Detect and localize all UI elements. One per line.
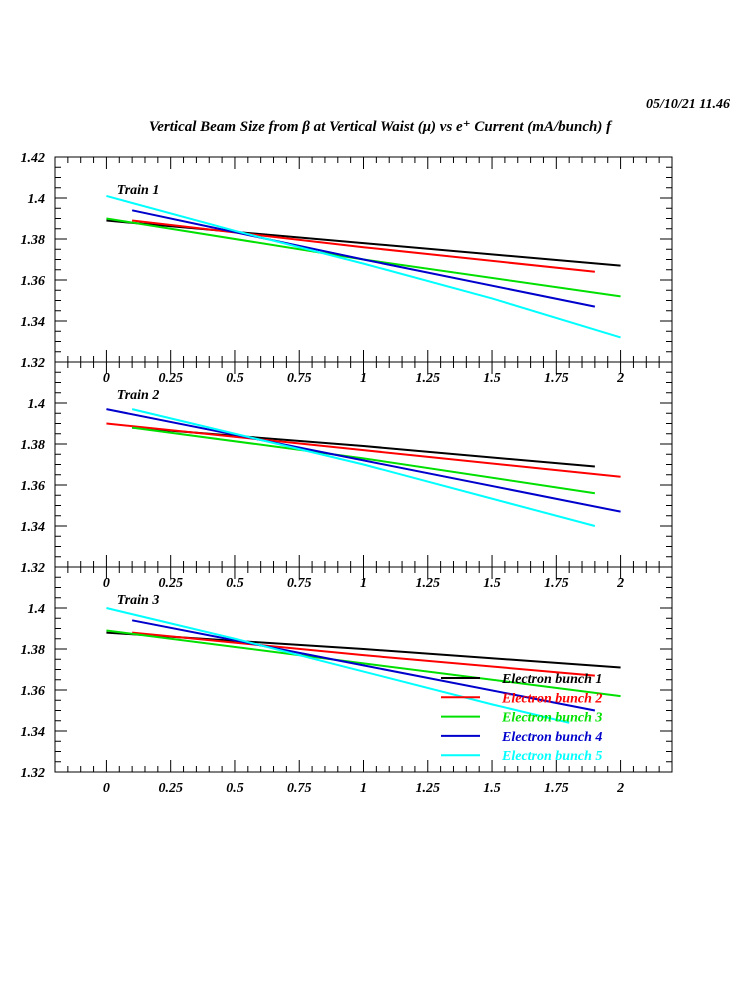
- chart-title: Vertical Beam Size from β at Vertical Wa…: [149, 119, 613, 135]
- series-line-2: [106, 422, 621, 478]
- y-tick-label: 1.4: [28, 397, 46, 412]
- x-tick-label: 1.5: [483, 781, 501, 796]
- x-tick-label: 0: [103, 371, 110, 386]
- x-tick-label: 1.75: [544, 781, 569, 796]
- series-line-5: [131, 408, 596, 527]
- x-tick-label: 1: [360, 576, 367, 591]
- panel-label: Train 3: [117, 593, 160, 608]
- x-tick-label: 0: [103, 781, 110, 796]
- y-tick-label: 1.42: [21, 151, 46, 166]
- timestamp: 05/10/21 11.46: [646, 97, 730, 112]
- legend-label-2: Electron bunch 2: [501, 691, 602, 706]
- series-line-3: [106, 217, 621, 298]
- legend: Electron bunch 1 Electron bunch 2 Electron…: [441, 672, 602, 764]
- panel-3: 1.32 1.34 1.36 1.38 1.4 0 0.25 0.5 0.75 1 1.25 1.5 1…: [21, 566, 673, 796]
- series-line-3: [131, 426, 596, 495]
- series-line-2: [132, 631, 595, 677]
- series-line-4: [106, 408, 621, 513]
- series-line-4: [131, 209, 596, 308]
- y-tick-label: 1.38: [21, 643, 46, 658]
- x-tick-label: 0.25: [158, 781, 183, 796]
- x-tick-label: 1: [360, 781, 367, 796]
- y-tick-label: 1.36: [21, 479, 46, 494]
- y-tick-label: 1.34: [21, 520, 46, 535]
- x-tick-label: 2: [616, 781, 624, 796]
- series-line-5: [106, 607, 570, 724]
- x-tick-label: 2: [616, 576, 624, 591]
- x-tick-label: 0.5: [226, 576, 244, 591]
- x-tick-label: 0: [103, 576, 110, 591]
- panel-1: 1.32 1.34 1.36 1.38 1.4 1.42 0 0.25 0.5 0.75 1 1.25…: [21, 151, 673, 386]
- x-tick-label: 1: [360, 371, 367, 386]
- x-tick-label: 0.5: [226, 371, 244, 386]
- legend-label-1: Electron bunch 1: [501, 672, 602, 687]
- x-tick-label: 0.75: [287, 371, 312, 386]
- series-line-2: [132, 219, 595, 273]
- y-tick-label: 1.38: [21, 438, 46, 453]
- x-tick-label: 0.5: [226, 781, 244, 796]
- y-tick-label: 1.4: [28, 192, 46, 207]
- series-line-5: [106, 194, 621, 339]
- y-tick-label: 1.32: [21, 766, 46, 781]
- x-tick-label: 0.75: [287, 781, 312, 796]
- y-tick-label: 1.4: [28, 602, 46, 617]
- panel-label: Train 2: [117, 388, 160, 403]
- y-tick-label: 1.38: [21, 233, 46, 248]
- x-tick-label: 1.75: [544, 371, 569, 386]
- y-tick-label: 1.36: [21, 684, 46, 699]
- x-tick-label: 1.25: [416, 371, 441, 386]
- panel-2: 1.32 1.34 1.36 1.38 1.4 0 0.25 0.5 0.75 1 1.25 1.5 1…: [21, 361, 673, 591]
- y-tick-label: 1.34: [21, 725, 46, 740]
- x-tick-label: 0.75: [287, 576, 312, 591]
- x-tick-label: 1.5: [483, 576, 501, 591]
- panels: 1.321.341.361.381.41.420 0.25 0.5 0.75 1 1.25…: [21, 151, 673, 796]
- x-tick-label: 1.25: [416, 576, 441, 591]
- legend-label-5: Electron bunch 5: [501, 749, 602, 764]
- legend-label-3: Electron bunch 3: [501, 711, 602, 726]
- y-tick-label: 1.36: [21, 274, 46, 289]
- panel-label: Train 1: [117, 183, 160, 198]
- x-tick-label: 0.25: [158, 576, 183, 591]
- x-tick-label: 1.75: [544, 576, 569, 591]
- x-tick-label: 1.25: [416, 781, 441, 796]
- y-tick-label: 1.32: [21, 561, 46, 576]
- x-tick-label: 1.5: [483, 371, 501, 386]
- series-line-4: [131, 619, 596, 712]
- legend-label-4: Electron bunch 4: [501, 730, 602, 745]
- x-tick-label: 2: [616, 371, 624, 386]
- series-line-3: [106, 629, 621, 698]
- x-tick-label: 0.25: [158, 371, 183, 386]
- y-tick-label: 1.34: [21, 315, 46, 330]
- y-tick-label: 1.32: [21, 356, 46, 371]
